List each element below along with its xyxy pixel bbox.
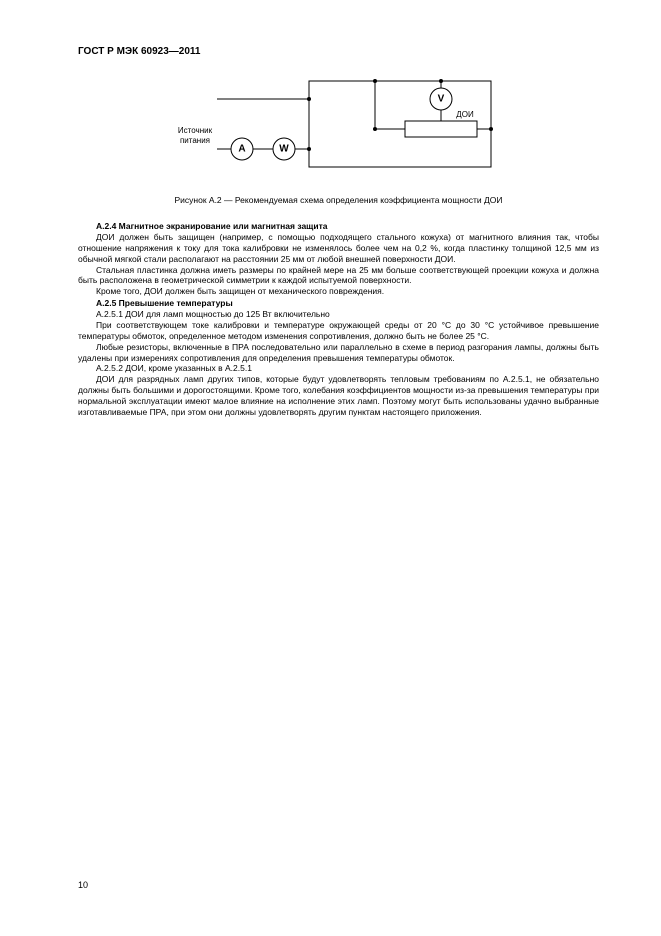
section-a25-head: А.2.5 Превышение температуры	[78, 298, 599, 309]
svg-text:А: А	[238, 144, 245, 155]
para: Любые резисторы, включенные в ПРА послед…	[78, 342, 599, 364]
circuit-diagram: Источникпитания А W V ДОИ	[169, 71, 509, 181]
para: Кроме того, ДОИ должен быть защищен от м…	[78, 286, 599, 297]
doc-header: ГОСТ Р МЭК 60923—2011	[78, 46, 599, 57]
body-text: А.2.4 Магнитное экранирование или магнит…	[78, 221, 599, 418]
svg-text:W: W	[279, 144, 289, 155]
svg-text:V: V	[437, 94, 444, 105]
page-number: 10	[78, 880, 88, 890]
svg-text:питания: питания	[179, 136, 209, 145]
page: ГОСТ Р МЭК 60923—2011 Источникпитания А W V…	[0, 0, 661, 936]
para: ДОИ должен быть защищен (например, с пом…	[78, 232, 599, 265]
para: При соответствующем токе калибровки и те…	[78, 320, 599, 342]
para: Стальная пластинка должна иметь размеры …	[78, 265, 599, 287]
para: ДОИ для разрядных ламп других типов, кот…	[78, 374, 599, 418]
svg-text:Источник: Источник	[177, 126, 212, 135]
figure-caption: Рисунок А.2 — Рекомендуемая схема опреде…	[78, 195, 599, 205]
para: А.2.5.2 ДОИ, кроме указанных в А.2.5.1	[78, 363, 599, 374]
svg-text:ДОИ: ДОИ	[456, 110, 474, 119]
para: А.2.5.1 ДОИ для ламп мощностью до 125 Вт…	[78, 309, 599, 320]
section-a24-head: А.2.4 Магнитное экранирование или магнит…	[78, 221, 599, 232]
